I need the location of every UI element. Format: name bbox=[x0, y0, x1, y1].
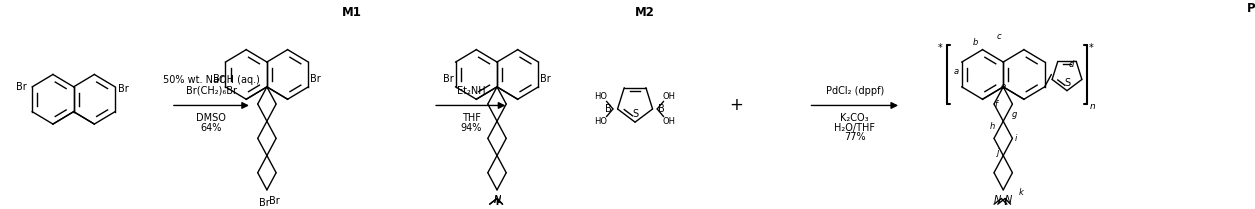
Text: k: k bbox=[1019, 188, 1024, 197]
Text: S: S bbox=[1064, 78, 1071, 88]
Text: OH: OH bbox=[663, 117, 675, 126]
Text: j: j bbox=[998, 148, 1000, 157]
Text: PdCl₂ (dppf): PdCl₂ (dppf) bbox=[826, 86, 884, 96]
Text: i: i bbox=[1015, 134, 1018, 143]
Text: Br: Br bbox=[540, 74, 551, 84]
Text: 77%: 77% bbox=[843, 132, 866, 142]
Text: *: * bbox=[939, 43, 943, 53]
Text: H₂O/THF: H₂O/THF bbox=[835, 123, 875, 133]
Text: Br: Br bbox=[269, 196, 280, 206]
Text: Br: Br bbox=[310, 74, 321, 84]
Text: Br: Br bbox=[118, 84, 128, 94]
Text: B: B bbox=[605, 104, 612, 114]
Text: N: N bbox=[994, 195, 1001, 205]
Text: PFT: PFT bbox=[1246, 2, 1255, 15]
Text: h: h bbox=[989, 122, 995, 131]
Text: THF: THF bbox=[462, 113, 481, 123]
Text: S: S bbox=[633, 108, 638, 119]
Text: e: e bbox=[1000, 82, 1005, 91]
Text: g: g bbox=[1012, 110, 1017, 119]
Text: N: N bbox=[1005, 195, 1013, 205]
Text: f: f bbox=[994, 99, 998, 108]
Text: +: + bbox=[729, 97, 743, 115]
Text: b: b bbox=[973, 38, 978, 47]
Text: DMSO: DMSO bbox=[197, 113, 226, 123]
Text: HO: HO bbox=[595, 92, 607, 101]
Text: n: n bbox=[1091, 102, 1096, 111]
Text: c: c bbox=[996, 32, 1001, 41]
Text: Et₂NH: Et₂NH bbox=[457, 86, 486, 96]
Text: 64%: 64% bbox=[201, 123, 222, 133]
Text: 50% wt. NaOH (aq.): 50% wt. NaOH (aq.) bbox=[163, 75, 260, 85]
Text: a: a bbox=[954, 68, 959, 76]
Text: Br: Br bbox=[213, 74, 223, 84]
Text: OH: OH bbox=[663, 92, 675, 101]
Text: Br: Br bbox=[443, 74, 454, 84]
Text: Br(CH₂)₆Br: Br(CH₂)₆Br bbox=[186, 86, 237, 96]
Text: B: B bbox=[658, 104, 665, 114]
Text: Br: Br bbox=[259, 198, 270, 208]
Text: d: d bbox=[1069, 60, 1074, 69]
Text: M1: M1 bbox=[343, 6, 363, 19]
Text: N: N bbox=[493, 195, 501, 205]
Text: 94%: 94% bbox=[461, 123, 482, 133]
Text: K₂CO₃: K₂CO₃ bbox=[841, 113, 868, 123]
Text: HO: HO bbox=[595, 117, 607, 126]
Text: N: N bbox=[493, 195, 501, 205]
Text: Br: Br bbox=[16, 82, 26, 92]
Text: M2: M2 bbox=[635, 6, 654, 19]
Text: *: * bbox=[1089, 43, 1094, 53]
